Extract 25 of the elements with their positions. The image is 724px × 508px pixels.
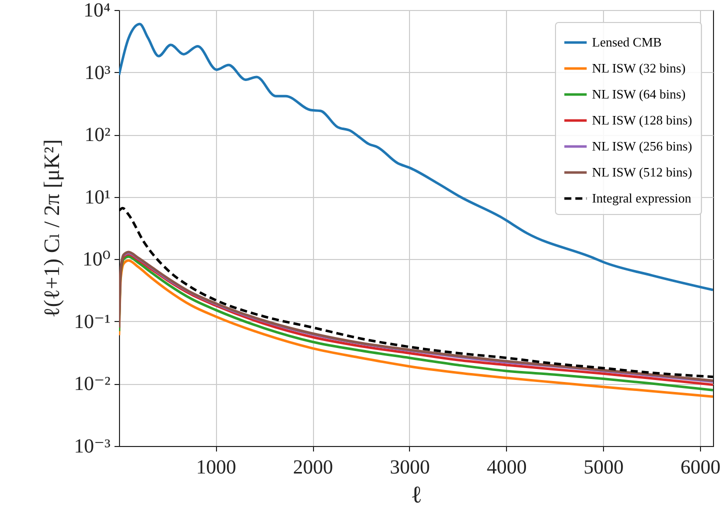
y-tick-label: 10⁴ bbox=[84, 0, 111, 22]
y-tick-label: 10¹ bbox=[84, 186, 110, 208]
legend-label: NL ISW (64 bins) bbox=[592, 86, 686, 102]
legend-label: NL ISW (256 bins) bbox=[592, 138, 692, 154]
y-tick-label: 10⁻² bbox=[74, 373, 110, 396]
line-series bbox=[119, 206, 713, 378]
y-tick-label: 10² bbox=[84, 124, 110, 146]
y-tick-label: 10⁰ bbox=[82, 248, 110, 271]
x-tick-label: 5000 bbox=[584, 456, 624, 478]
x-tick-label: 1000 bbox=[196, 456, 236, 478]
y-tick-label: 10⁻³ bbox=[74, 436, 110, 458]
legend-label: NL ISW (32 bins) bbox=[592, 60, 686, 76]
legend-label: Lensed CMB bbox=[592, 34, 662, 50]
x-axis-title: ℓ bbox=[410, 482, 422, 508]
x-tick-label: 2000 bbox=[293, 456, 334, 478]
x-tick-label: 4000 bbox=[486, 456, 527, 478]
y-axis-title: ℓ(ℓ+1) Cₗ / 2π [μK²] bbox=[38, 139, 64, 318]
legend-label: NL ISW (128 bins) bbox=[592, 112, 692, 128]
x-tick-label: 6000 bbox=[680, 456, 721, 478]
legend-label: NL ISW (512 bins) bbox=[592, 164, 692, 180]
y-tick-label: 10³ bbox=[84, 62, 110, 84]
y-tick-label: 10⁻¹ bbox=[74, 310, 110, 333]
legend-label: Integral expression bbox=[592, 190, 692, 206]
x-tick-label: 3000 bbox=[390, 456, 430, 478]
line-series bbox=[119, 22, 713, 292]
